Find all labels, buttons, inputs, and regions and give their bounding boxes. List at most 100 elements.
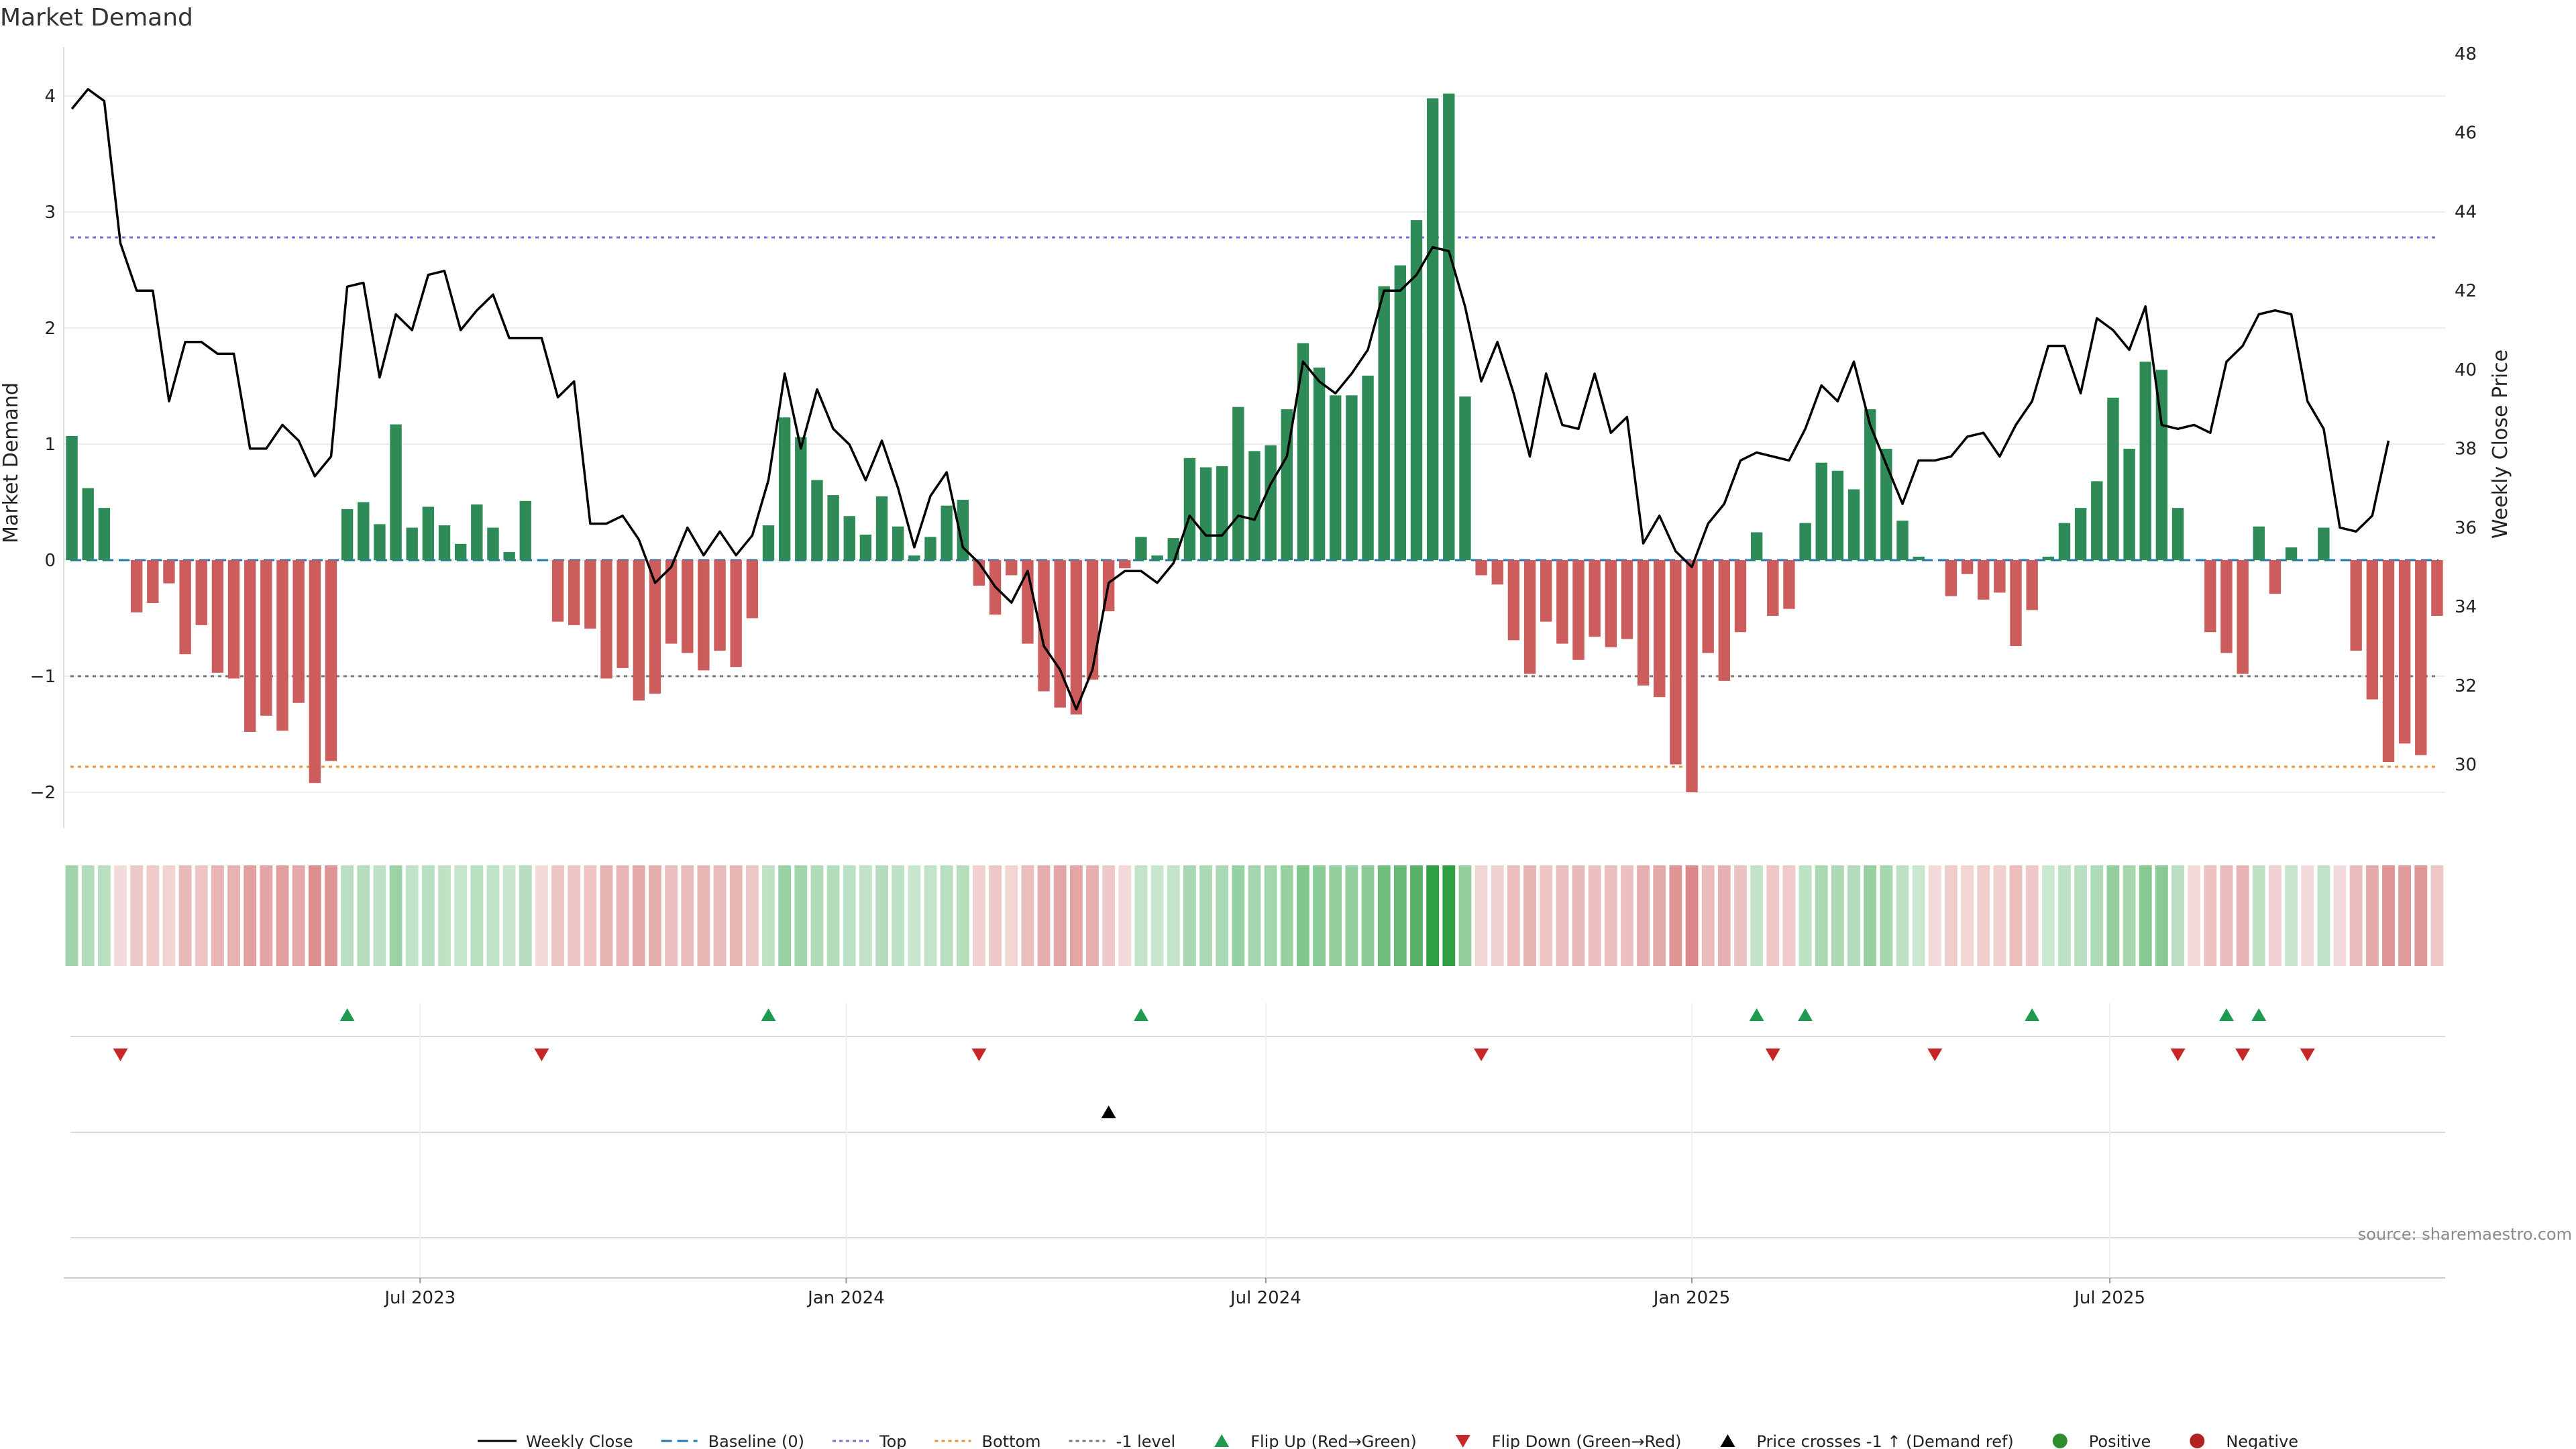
strip-cell [1086, 865, 1099, 966]
strip-cell [762, 865, 775, 966]
strip-cell [973, 865, 985, 966]
right-tick-label: 30 [2455, 755, 2477, 775]
demand-bar [325, 560, 337, 761]
signal-panels [70, 1003, 2445, 1278]
demand-bar [616, 560, 629, 668]
strip-cell [146, 865, 160, 966]
flip-up-marker [1749, 1008, 1764, 1021]
strip-cell [924, 865, 937, 966]
strip-cell [1750, 865, 1764, 966]
demand-bar [1621, 560, 1633, 639]
source-note: source: sharemaestro.com [2358, 1225, 2572, 1244]
demand-bar [665, 560, 678, 644]
demand-bar [1151, 555, 1163, 560]
demand-bar [2285, 547, 2298, 560]
strip-cell [276, 865, 289, 966]
strip-cell [130, 865, 144, 966]
strip-cell [195, 865, 208, 966]
demand-bar [649, 560, 661, 694]
demand-bar [795, 437, 807, 560]
demand-bar [2042, 556, 2055, 560]
strip-cell [2285, 865, 2298, 966]
demand-bar [1394, 265, 1407, 560]
demand-bar [633, 560, 645, 701]
demand-bar [1945, 560, 1957, 596]
right-tick-label: 38 [2455, 439, 2477, 460]
strip-cell [729, 865, 743, 966]
strip-cell [940, 865, 953, 966]
right-tick-label: 32 [2455, 676, 2477, 696]
demand-bar [82, 488, 94, 560]
strip-cell [1782, 865, 1796, 966]
demand-bar [1297, 343, 1309, 560]
legend-label: Price crosses -1 ↑ (Demand ref) [1757, 1432, 2014, 1449]
strip-cell [81, 865, 95, 966]
demand-bar [827, 495, 839, 560]
x-tick-label: Jul 2025 [2073, 1288, 2145, 1308]
strip-cell [1621, 865, 1633, 966]
strip-cell [2188, 865, 2201, 966]
right-tick-label: 40 [2455, 360, 2477, 380]
strip-cell [357, 865, 370, 966]
left-axis-ticks: 4 3 2 1 0 −1 −2 [30, 87, 56, 803]
demand-bar [292, 560, 305, 703]
strip-cell [1458, 865, 1472, 966]
strip-cell [1183, 865, 1196, 966]
right-axis-ticks: 48 46 44 42 40 38 36 34 32 30 [2455, 44, 2477, 775]
demand-bar [98, 508, 111, 560]
weekly-close-line [70, 88, 2390, 711]
strip-cell [454, 865, 468, 966]
strip-cell [1717, 865, 1731, 966]
demand-bar [1216, 466, 1228, 560]
strip-cell [2171, 865, 2184, 966]
strip-cell [1637, 865, 1650, 966]
demand-bar [1540, 560, 1552, 622]
demand-bar [714, 560, 726, 651]
strip-cell [1021, 865, 1034, 966]
demand-bar [2366, 560, 2379, 700]
demand-bar [1978, 560, 1990, 600]
demand-bar [1086, 560, 1099, 680]
demand-bar [2350, 560, 2362, 651]
legend-label: Flip Down (Green→Red) [1492, 1432, 1682, 1449]
demand-bar [1330, 395, 1342, 560]
strip-cell [405, 865, 419, 966]
demand-bar [163, 560, 175, 584]
demand-bar [130, 560, 143, 612]
left-axis-label: Market Demand [0, 382, 23, 543]
demand-bar [1232, 407, 1244, 560]
demand-bar [1880, 448, 1892, 560]
demand-bar [859, 534, 872, 560]
chart-title: Market Demand [0, 4, 193, 32]
strip-cell [1847, 865, 1860, 966]
demand-bar [2398, 560, 2411, 744]
demand-bar [2107, 397, 2119, 560]
flip-up-marker [1133, 1008, 1148, 1021]
demand-bar [1265, 445, 1277, 560]
demand-bar [260, 560, 272, 716]
right-axis-label: Weekly Close Price [2489, 350, 2512, 539]
left-tick-label: 2 [44, 319, 56, 339]
demand-bar [244, 560, 256, 733]
demand-bar [519, 500, 531, 560]
strip-cell [341, 865, 354, 966]
demand-bar [1378, 286, 1390, 560]
legend-circle [2190, 1434, 2205, 1448]
demand-bar [471, 504, 483, 560]
demand-bar [1589, 560, 1601, 637]
legend-item: Flip Down (Green→Red) [1455, 1432, 1682, 1449]
demand-bar [957, 500, 969, 560]
strip-cell [162, 865, 176, 966]
strip-cell [2106, 865, 2120, 966]
strip-cell [2349, 865, 2363, 966]
demand-bar [1523, 560, 1536, 674]
strip-cell [956, 865, 969, 966]
strip-cell [1507, 865, 1520, 966]
flip-down-marker [1474, 1049, 1489, 1061]
demand-bar [892, 526, 904, 560]
strip-cell [2204, 865, 2217, 966]
legend-label: Top [879, 1432, 907, 1449]
strip-cell [1864, 865, 1877, 966]
demand-bar [1281, 409, 1293, 560]
demand-bar [1750, 532, 1763, 560]
